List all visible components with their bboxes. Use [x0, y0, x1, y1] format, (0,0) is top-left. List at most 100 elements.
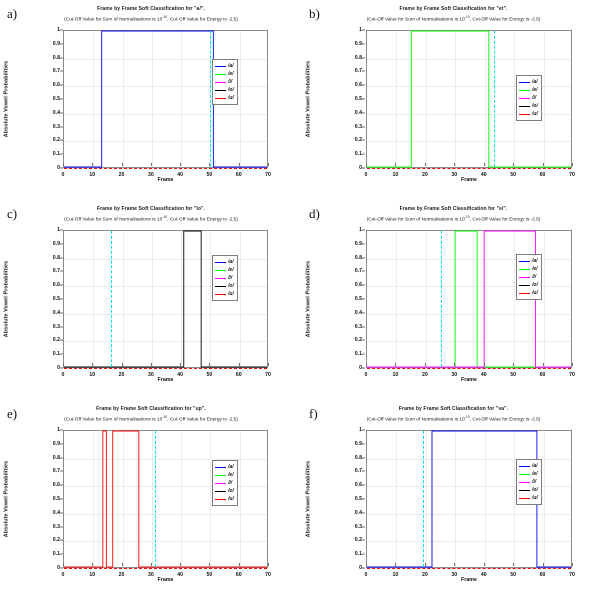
y-tick-label: 0.6: [52, 82, 60, 89]
y-tick-label: 0.7: [354, 268, 362, 275]
series-layer: [64, 430, 267, 568]
x-tick-label: 60: [539, 172, 546, 178]
grid-line-vertical: [543, 31, 545, 167]
subtitle-exponent: -10: [464, 215, 470, 219]
legend-color-swatch: [215, 81, 226, 83]
subtitle-exponent: -10: [162, 15, 168, 19]
x-tick-mark: [63, 363, 64, 366]
legend-entry: /e/: [215, 471, 234, 479]
legend-entry: /i/: [519, 478, 538, 486]
subtitle-exponent: -10: [162, 215, 168, 219]
x-tick-mark: [63, 563, 64, 566]
legend-label: /o/: [228, 87, 234, 93]
subtitle-part1: (Cut-Off Value for Sum of Normalisations…: [64, 17, 163, 23]
y-tick-mark: [362, 243, 365, 245]
y-tick-mark: [60, 457, 63, 459]
y-tick-mark: [362, 526, 365, 528]
y-tick-label: 0.2: [354, 137, 362, 144]
legend-color-swatch: [215, 498, 226, 500]
subtitle-exponent: -10: [464, 415, 470, 419]
legend-label: /u/: [228, 291, 234, 297]
grid-line-horizontal: [367, 341, 571, 343]
y-tick-label: 0.1: [354, 551, 362, 558]
panel-title-block: Frame by Frame Soft Classification for "…: [0, 5, 302, 25]
legend[interactable]: /a/ /e/ /i/ /o/ /u/: [516, 254, 542, 300]
grid-line-vertical: [151, 431, 153, 567]
legend-entry: /i/: [519, 94, 538, 102]
legend-entry: /u/: [519, 494, 538, 502]
panel-subtitle: (Cut-Off Value for Sum of Normalisations…: [302, 213, 605, 225]
y-tick-mark: [60, 126, 63, 128]
legend[interactable]: /a/ /e/ /i/ /o/ /u/: [516, 459, 542, 505]
x-tick-label: 20: [421, 172, 428, 178]
grid-line-vertical: [425, 231, 427, 367]
y-tick-label: 0.5: [354, 296, 362, 302]
panel-title-block: Frame by Frame Soft Classification for "…: [302, 205, 605, 225]
legend[interactable]: /a/ /e/ /i/ /o/ /u/: [516, 75, 542, 121]
y-tick-mark: [60, 484, 63, 486]
y-tick-group: 0 0.1 0.2 0.3 0.4 0.5 0.6 0.7 0.8 0.9 1: [336, 227, 365, 371]
y-tick-label: 0.7: [52, 68, 60, 75]
y-tick-label: 0: [359, 365, 362, 371]
y-tick-label: 0.6: [354, 482, 362, 489]
legend-entry: /e/: [519, 470, 538, 478]
y-tick-label: 0.6: [52, 282, 60, 289]
y-tick-mark: [362, 326, 365, 328]
panel-subtitle: (Cut-Off Value for Sum of Normalisations…: [302, 13, 605, 25]
grid-line-vertical: [151, 231, 153, 367]
grid-line-horizontal: [64, 58, 267, 60]
x-tick-label: 70: [265, 372, 271, 378]
legend[interactable]: /a/ /e/ /i/ /o/ /u/: [212, 255, 238, 301]
x-axis-label: Frame: [461, 177, 477, 183]
x-axis-label: Frame: [157, 577, 174, 583]
legend-label: /o/: [532, 103, 538, 109]
legend-label: /o/: [228, 488, 234, 494]
y-tick-mark: [60, 312, 63, 314]
legend-label: /e/: [532, 471, 538, 477]
panel-title: Frame by Frame Soft Classification for "…: [398, 406, 509, 412]
series-layer: [64, 230, 267, 368]
series-layer: [367, 30, 571, 168]
legend-label: /e/: [532, 266, 538, 272]
x-tick-label: 40: [480, 372, 487, 378]
grid-line-vertical: [425, 31, 427, 167]
legend[interactable]: /a/ /e/ /i/ /o/ /u/: [212, 59, 238, 105]
panel-title: Frame by Frame Soft Classification for "…: [97, 6, 205, 12]
x-tick-label: 30: [147, 372, 154, 378]
x-tick-label: 0: [61, 372, 65, 378]
legend-entry: /a/: [519, 257, 538, 265]
y-tick-mark: [362, 298, 365, 300]
y-tick-mark: [362, 312, 365, 314]
grid-line-vertical: [93, 231, 95, 367]
subplot-panel-c: c) Frame by Frame Soft Classification for…: [0, 200, 302, 400]
y-tick-mark: [60, 112, 63, 114]
x-tick-mark: [483, 163, 485, 166]
legend[interactable]: /a/ /e/ /i/ /o/ /u/: [212, 460, 238, 506]
y-tick-label: 0.1: [52, 351, 60, 358]
cutoff-marker-line: [440, 231, 442, 367]
x-tick-mark: [209, 363, 211, 366]
x-tick-mark: [483, 363, 485, 366]
series-line-i: [367, 230, 571, 368]
panel-letter: b): [309, 6, 320, 21]
x-tick-label: 20: [118, 172, 125, 178]
y-tick-label: 0.4: [52, 509, 60, 516]
y-tick-label: 0.5: [52, 96, 60, 102]
grid-line-vertical: [181, 31, 183, 167]
y-tick-mark: [60, 353, 63, 355]
legend-color-swatch: [519, 465, 530, 467]
x-tick-label: 50: [206, 572, 213, 578]
subtitle-part2: , Cut-Off Value for Energy is -2.5): [469, 417, 541, 423]
y-tick-label: 0.6: [354, 282, 362, 289]
series-layer: [367, 230, 571, 368]
series-layer: [367, 430, 571, 568]
y-tick-mark: [60, 153, 63, 155]
x-tick-label: 50: [510, 172, 517, 178]
grid-line-vertical: [484, 431, 486, 567]
legend-entry: /o/: [519, 102, 538, 110]
subtitle-part1: (Cut-Off Value for Sum of Normalisations…: [366, 17, 465, 23]
y-tick-mark: [362, 367, 365, 369]
y-tick-label: 0.7: [354, 68, 362, 75]
legend-label: /u/: [532, 495, 538, 501]
